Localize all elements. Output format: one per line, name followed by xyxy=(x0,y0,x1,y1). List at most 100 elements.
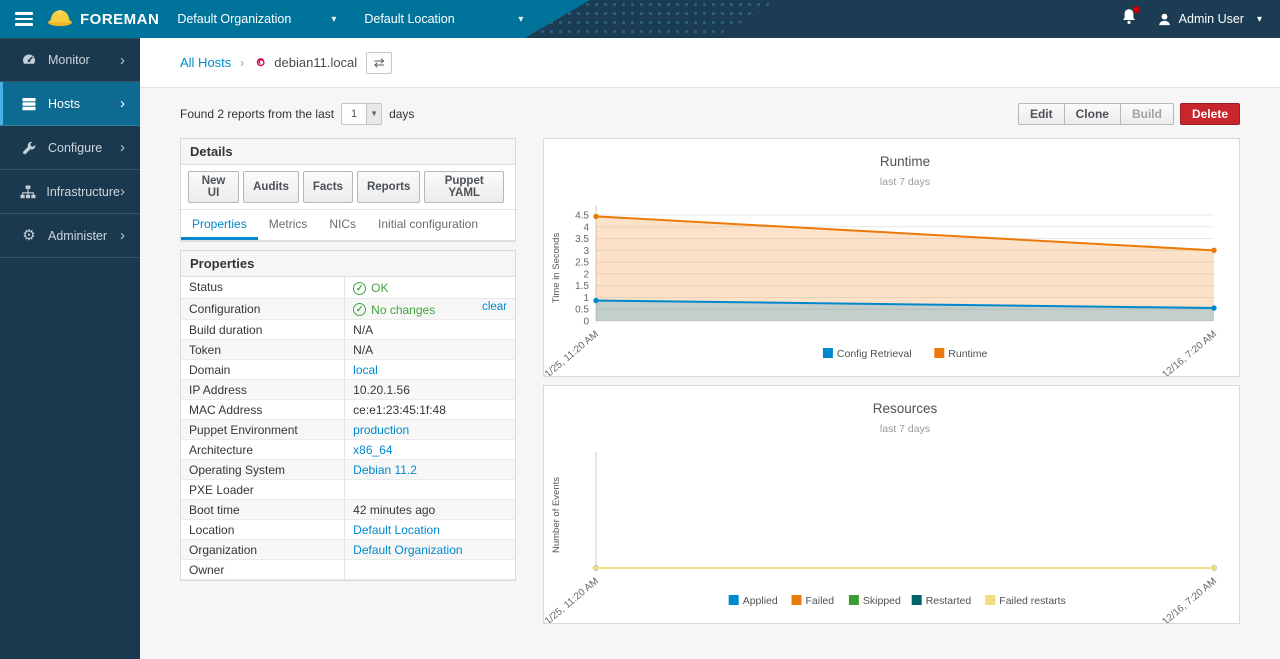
property-value-link[interactable]: Default Location xyxy=(353,523,440,537)
legend-item-restarted[interactable]: Restarted xyxy=(912,595,972,607)
property-value: x86_64 xyxy=(345,440,515,460)
property-row-status: Status✓OK xyxy=(181,277,515,298)
tab-properties[interactable]: Properties xyxy=(181,210,258,240)
details-tabs: PropertiesMetricsNICsInitial configurati… xyxy=(181,210,515,241)
clear-link[interactable]: clear xyxy=(482,301,507,313)
svg-text:Failed restarts: Failed restarts xyxy=(999,595,1066,607)
legend-item-runtime[interactable]: Runtime xyxy=(934,348,987,360)
server-icon xyxy=(19,96,39,112)
property-label: PXE Loader xyxy=(181,480,345,500)
chart-title: Resources xyxy=(873,401,938,416)
property-value xyxy=(345,480,515,500)
legend-item-failed[interactable]: Failed xyxy=(792,595,835,607)
property-value-link[interactable]: Default Organization xyxy=(353,543,462,557)
sitemap-icon xyxy=(19,184,37,200)
property-value xyxy=(345,560,515,580)
location-dropdown[interactable]: Default Location ▾ xyxy=(364,12,551,26)
legend-item-config-retrieval[interactable]: Config Retrieval xyxy=(823,348,912,360)
legend-item-failed-restarts[interactable]: Failed restarts xyxy=(985,595,1066,607)
switch-arrows-icon: ⇄ xyxy=(374,55,385,70)
property-label: Configuration xyxy=(181,298,345,320)
sidebar-item-configure[interactable]: Configure › xyxy=(0,126,140,170)
details-button-facts[interactable]: Facts xyxy=(303,171,353,203)
property-label: Domain xyxy=(181,360,345,380)
y-axis-label: Number of Events xyxy=(551,477,562,553)
resources-chart-panel: Resourceslast 7 daysNumber of Events11/2… xyxy=(543,385,1240,624)
delete-button[interactable]: Delete xyxy=(1180,103,1240,125)
details-panel-title: Details xyxy=(181,139,515,165)
details-button-reports[interactable]: Reports xyxy=(357,171,420,203)
property-value-link[interactable]: production xyxy=(353,423,409,437)
y-axis-label: Time in Seconds xyxy=(551,233,562,304)
sidebar-item-label: Configure xyxy=(48,141,102,155)
notification-badge xyxy=(1133,6,1140,13)
svg-text:3: 3 xyxy=(583,246,589,257)
sidebar-item-administer[interactable]: ⚙ Administer › xyxy=(0,214,140,258)
build-button[interactable]: Build xyxy=(1120,103,1174,125)
svg-text:4: 4 xyxy=(583,222,589,233)
x-axis-tick-label: 12/16, 7:20 AM xyxy=(1160,576,1219,623)
details-panel: Details New UIAuditsFactsReportsPuppet Y… xyxy=(180,138,516,242)
legend-item-applied[interactable]: Applied xyxy=(729,595,778,607)
svg-text:1.5: 1.5 xyxy=(575,281,589,292)
property-value: ✓No changesclear xyxy=(345,298,515,320)
details-button-audits[interactable]: Audits xyxy=(243,171,299,203)
property-row-location: LocationDefault Location xyxy=(181,520,515,540)
days-select[interactable]: 1 ▼ xyxy=(341,103,382,125)
svg-text:2: 2 xyxy=(583,269,589,280)
sidebar-item-monitor[interactable]: Monitor › xyxy=(0,38,140,82)
chevron-down-icon: ▾ xyxy=(518,14,523,25)
x-axis-tick-label: 11/25, 11:20 AM xyxy=(544,329,601,376)
property-value: ce:e1:23:45:1f:48 xyxy=(345,400,515,420)
gear-icon: ⚙ xyxy=(19,228,39,243)
property-value: ✓OK xyxy=(345,277,515,298)
properties-panel-title: Properties xyxy=(181,251,515,277)
svg-text:Config Retrieval: Config Retrieval xyxy=(837,348,912,360)
clone-button[interactable]: Clone xyxy=(1064,103,1121,125)
svg-text:0.5: 0.5 xyxy=(575,305,589,316)
check-circle-icon: ✓ xyxy=(353,282,366,295)
property-label: Puppet Environment xyxy=(181,420,345,440)
details-button-new-ui[interactable]: New UI xyxy=(188,171,239,203)
property-value: local xyxy=(345,360,515,380)
property-row-boot-time: Boot time42 minutes ago xyxy=(181,500,515,520)
property-row-mac-address: MAC Addressce:e1:23:45:1f:48 xyxy=(181,400,515,420)
user-menu[interactable]: Admin User ▾ xyxy=(1157,12,1262,27)
property-value-link[interactable]: local xyxy=(353,363,378,377)
foreman-brand[interactable]: FOREMAN xyxy=(47,7,159,32)
tab-nics[interactable]: NICs xyxy=(318,210,367,240)
legend-item-skipped[interactable]: Skipped xyxy=(849,595,901,607)
property-label: IP Address xyxy=(181,380,345,400)
property-value-link[interactable]: Debian 11.2 xyxy=(353,463,417,477)
breadcrumb: All Hosts › debian11.local ⇄ xyxy=(140,38,1280,88)
svg-text:Failed: Failed xyxy=(806,595,835,607)
debian-logo-icon xyxy=(253,55,268,70)
property-row-domain: Domain local xyxy=(181,360,515,380)
chevron-right-icon: › xyxy=(120,96,125,111)
notifications-button[interactable] xyxy=(1121,8,1137,30)
svg-text:Runtime: Runtime xyxy=(948,348,987,360)
svg-text:Skipped: Skipped xyxy=(863,595,901,607)
host-name: debian11.local xyxy=(274,55,357,70)
tab-initial-configuration[interactable]: Initial configuration xyxy=(367,210,489,240)
tab-metrics[interactable]: Metrics xyxy=(258,210,319,240)
details-button-puppet-yaml[interactable]: Puppet YAML xyxy=(424,171,504,203)
main-content: All Hosts › debian11.local ⇄ Found 2 rep… xyxy=(140,38,1280,659)
chart-title: Runtime xyxy=(880,154,930,169)
edit-button[interactable]: Edit xyxy=(1018,103,1065,125)
breadcrumb-all-hosts-link[interactable]: All Hosts xyxy=(180,55,231,70)
property-label: Organization xyxy=(181,540,345,560)
chevron-right-icon: › xyxy=(120,228,125,243)
host-switcher-button[interactable]: ⇄ xyxy=(366,52,392,74)
runtime-chart: Runtimelast 7 days00.511.522.533.544.5Ti… xyxy=(544,139,1239,376)
organization-dropdown[interactable]: Default Organization ▾ xyxy=(177,12,364,26)
x-axis-tick-label: 11/25, 11:20 AM xyxy=(544,576,601,623)
property-value-link[interactable]: x86_64 xyxy=(353,443,392,457)
sidebar-item-infrastructure[interactable]: Infrastructure › xyxy=(0,170,140,214)
hamburger-menu-icon[interactable] xyxy=(15,9,33,29)
property-value: 10.20.1.56 xyxy=(345,380,515,400)
property-label: Owner xyxy=(181,560,345,580)
property-label: Build duration xyxy=(181,320,345,340)
property-value: production xyxy=(345,420,515,440)
sidebar-item-hosts[interactable]: Hosts › xyxy=(0,82,140,126)
